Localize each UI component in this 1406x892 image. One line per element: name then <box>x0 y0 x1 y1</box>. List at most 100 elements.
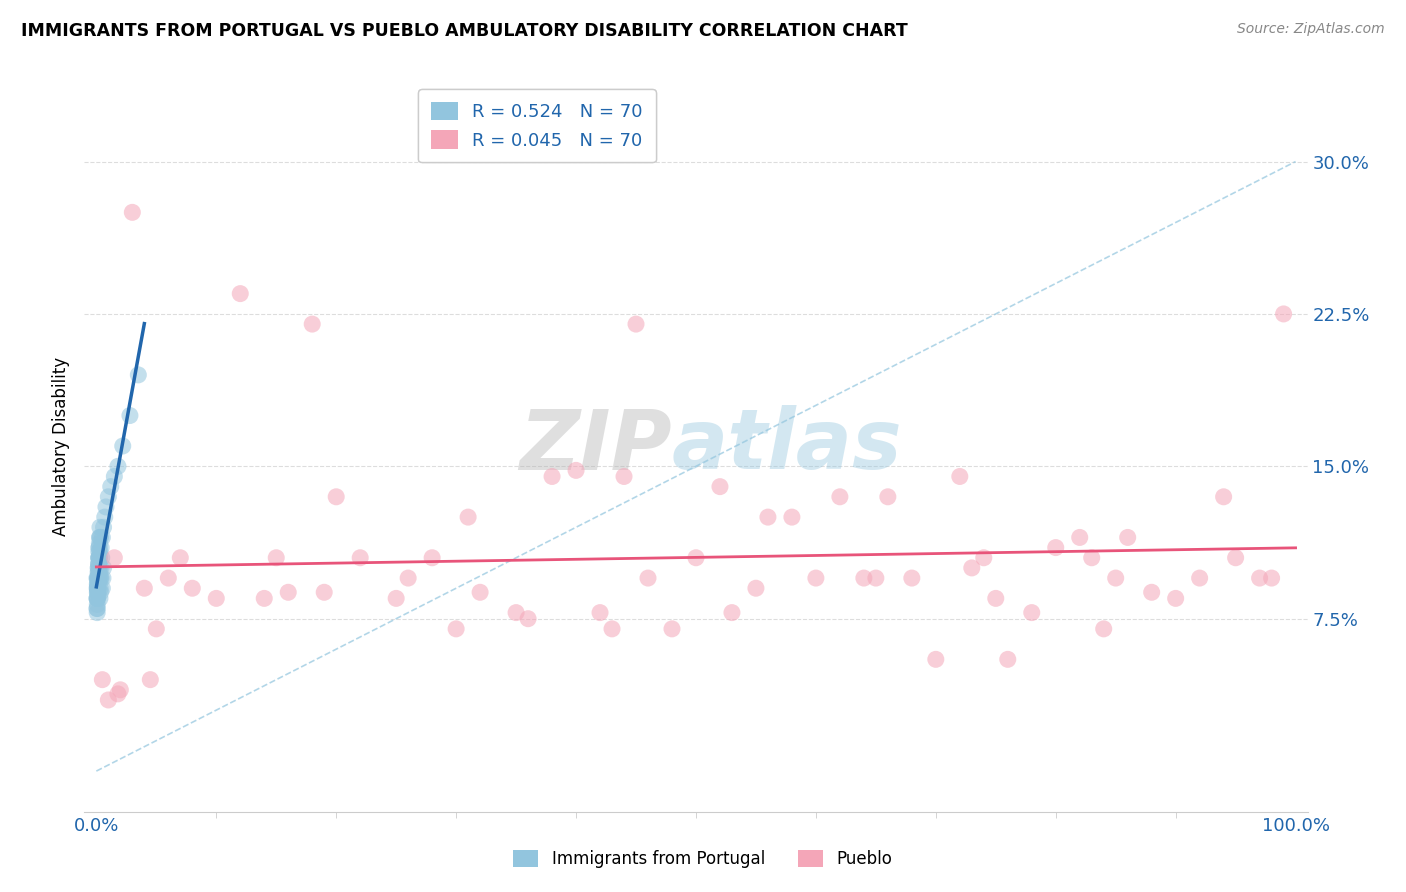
Point <box>1249 571 1271 585</box>
Point <box>87 565 110 579</box>
Point <box>685 550 707 565</box>
Point <box>91 571 114 585</box>
Point <box>169 550 191 565</box>
Point <box>118 409 141 423</box>
Point <box>277 585 299 599</box>
Point <box>93 520 115 534</box>
Text: Source: ZipAtlas.com: Source: ZipAtlas.com <box>1237 22 1385 37</box>
Point <box>901 571 924 585</box>
Point <box>87 541 110 555</box>
Point <box>86 581 108 595</box>
Point <box>91 581 114 595</box>
Point <box>87 544 110 558</box>
Point <box>314 585 336 599</box>
Point <box>828 490 851 504</box>
Point <box>997 652 1019 666</box>
Point <box>301 317 323 331</box>
Point <box>1188 571 1211 585</box>
Point <box>613 469 636 483</box>
Point <box>1092 622 1115 636</box>
Text: IMMIGRANTS FROM PORTUGAL VS PUEBLO AMBULATORY DISABILITY CORRELATION CHART: IMMIGRANTS FROM PORTUGAL VS PUEBLO AMBUL… <box>21 22 908 40</box>
Point <box>86 571 108 585</box>
Point <box>86 601 108 615</box>
Point <box>87 577 110 591</box>
Point <box>1164 591 1187 606</box>
Y-axis label: Ambulatory Disability: Ambulatory Disability <box>52 357 70 535</box>
Point <box>107 459 129 474</box>
Point <box>87 561 110 575</box>
Point <box>589 606 612 620</box>
Point <box>86 577 108 591</box>
Point <box>157 571 180 585</box>
Point <box>949 469 972 483</box>
Point <box>89 581 111 595</box>
Point <box>90 550 112 565</box>
Point <box>86 606 108 620</box>
Point <box>86 577 108 591</box>
Point <box>90 541 112 555</box>
Point <box>87 550 110 565</box>
Point <box>1069 530 1091 544</box>
Point <box>1116 530 1139 544</box>
Point <box>90 585 112 599</box>
Point <box>349 550 371 565</box>
Point <box>97 693 120 707</box>
Point <box>1080 550 1102 565</box>
Point <box>89 550 111 565</box>
Point <box>87 571 110 585</box>
Point <box>86 585 108 599</box>
Point <box>1272 307 1295 321</box>
Point <box>89 530 111 544</box>
Point <box>86 581 108 595</box>
Point <box>139 673 162 687</box>
Point <box>87 581 110 595</box>
Point <box>87 550 110 565</box>
Point <box>468 585 491 599</box>
Point <box>973 550 995 565</box>
Point <box>444 622 467 636</box>
Point <box>1105 571 1128 585</box>
Point <box>86 571 108 585</box>
Point <box>264 550 287 565</box>
Point <box>87 550 110 565</box>
Point <box>127 368 149 382</box>
Point <box>1260 571 1282 585</box>
Point <box>89 591 111 606</box>
Point <box>86 591 108 606</box>
Point <box>86 591 108 606</box>
Point <box>565 463 588 477</box>
Point <box>87 557 110 571</box>
Point <box>1140 585 1163 599</box>
Text: atlas: atlas <box>672 406 903 486</box>
Point <box>181 581 204 595</box>
Point <box>517 612 540 626</box>
Point <box>756 510 779 524</box>
Point <box>960 561 983 575</box>
Point <box>86 591 108 606</box>
Point <box>325 490 347 504</box>
Point <box>89 561 111 575</box>
Point <box>600 622 623 636</box>
Point <box>86 581 108 595</box>
Point <box>721 606 744 620</box>
Point <box>103 550 125 565</box>
Point <box>145 622 167 636</box>
Point <box>87 585 110 599</box>
Point <box>86 598 108 612</box>
Point <box>1045 541 1067 555</box>
Point <box>134 581 156 595</box>
Point <box>90 571 112 585</box>
Point <box>89 565 111 579</box>
Point <box>91 673 114 687</box>
Point <box>541 469 564 483</box>
Point <box>97 490 120 504</box>
Point <box>925 652 948 666</box>
Point <box>86 585 108 599</box>
Point <box>420 550 443 565</box>
Point <box>1225 550 1247 565</box>
Point <box>87 565 110 579</box>
Point <box>205 591 228 606</box>
Point <box>86 591 108 606</box>
Point <box>91 530 114 544</box>
Point <box>86 601 108 615</box>
